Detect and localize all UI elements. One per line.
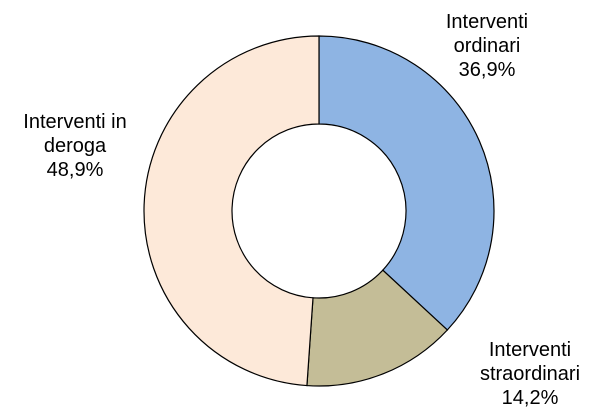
slice-value-label: 36,9% <box>459 59 516 81</box>
labels-group: Interventi ordinari 36,9%Interventi straord… <box>23 11 580 409</box>
slice-name-line: Interventi <box>446 11 528 33</box>
slice-value-label: 14,2% <box>502 387 559 409</box>
slice-name-line: deroga <box>44 135 107 157</box>
donut-slice-1 <box>318 35 495 331</box>
slice-value-label: 48,9% <box>47 159 104 181</box>
slice-label-2: Interventi straordinari 14,2% <box>480 339 580 409</box>
donut-slice-2 <box>306 269 449 387</box>
slice-name-line: Interventi <box>489 339 571 361</box>
slice-label-1: Interventi ordinari 36,9% <box>446 11 528 81</box>
slice-label-3: Interventi in deroga 48,9% <box>23 111 126 181</box>
donut-slice-3 <box>143 35 320 387</box>
slice-name-line: straordinari <box>480 363 580 385</box>
slice-name-line: Interventi in <box>23 111 126 133</box>
slice-name-line: ordinari <box>454 35 521 57</box>
slices-group <box>143 35 495 387</box>
